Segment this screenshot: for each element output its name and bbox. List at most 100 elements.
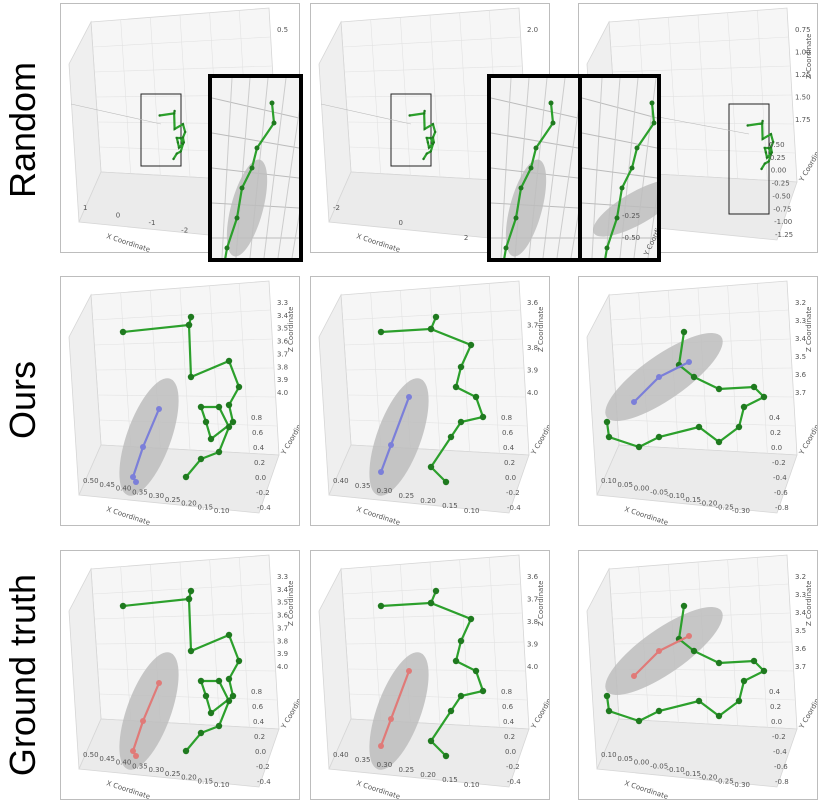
- zoom-grid-line: [582, 167, 657, 179]
- skeleton-joint: [225, 675, 233, 683]
- x-tick-label: 0.40: [333, 477, 349, 485]
- body-joints: [631, 633, 692, 679]
- y-tick-label: 0.6: [252, 429, 264, 437]
- x-tick-label: 0.35: [132, 762, 148, 770]
- x-tick-label: 0.40: [333, 751, 349, 759]
- row-label-ground-truth: Ground truth: [0, 545, 46, 805]
- zoom-svg: [491, 78, 578, 258]
- skeleton-joint: [740, 677, 748, 685]
- tiny-skeleton-joint: [429, 150, 432, 153]
- skeleton-joint: [750, 383, 758, 391]
- tiny-skeleton-joint: [172, 157, 175, 161]
- skeleton-joint: [187, 313, 195, 321]
- y-axis-label: Y Coordinate: [797, 140, 817, 184]
- x-tick-label: -0.15: [683, 496, 701, 504]
- body-joints-joint: [133, 479, 139, 485]
- zoom-skeleton-joint: [249, 165, 255, 171]
- skeleton-joint: [452, 383, 460, 391]
- zoom-grid-line: [277, 109, 299, 258]
- zoom-skeleton-joint: [239, 185, 245, 191]
- y-tick-label: 0.2: [770, 429, 781, 437]
- tiny-skeleton-joint: [177, 146, 181, 149]
- x-tick-label: 0.00: [634, 759, 650, 767]
- skeleton-joint: [467, 615, 475, 623]
- z-tick-label: 3.2: [795, 299, 806, 307]
- tiny-skeleton: [746, 119, 775, 171]
- zoom-skeleton-joint: [503, 245, 509, 251]
- zoom-grid-line: [212, 97, 299, 119]
- y-tick-label: 0.6: [252, 703, 264, 711]
- zoom-skeleton-joint: [614, 215, 620, 221]
- y-tick-label: -0.4: [257, 778, 271, 786]
- x-tick-label: -0.15: [683, 770, 701, 778]
- y-tick-label: 0.25: [770, 154, 786, 162]
- zoom-skeleton-joint: [550, 120, 556, 126]
- skeleton-joint: [635, 443, 643, 451]
- row-label-ground-truth-text: Ground truth: [2, 573, 43, 777]
- skeleton-joint: [750, 657, 758, 665]
- x-axis-label: X Coordinate: [105, 232, 151, 252]
- body-joints: [378, 668, 412, 749]
- skeleton-joint: [187, 587, 195, 595]
- x-tick-label: 0.45: [99, 481, 115, 489]
- y-axis-label: Y Coordinate: [797, 413, 817, 457]
- x-tick-label: 0.20: [420, 497, 436, 505]
- plot-svg: 0.10 0.05 0.00 -0.05-0.10-0.15-0.20-0.25-0.…: [586, 554, 817, 799]
- tiny-skeleton-joint: [764, 151, 768, 154]
- skeleton-joint: [202, 418, 210, 426]
- body-ellipse: [226, 159, 268, 257]
- y-tick-label: 0.8: [501, 414, 512, 422]
- x-tick-label: -0.05: [650, 488, 668, 496]
- x-tick-label: 0.05: [617, 481, 633, 489]
- zoom-skeleton-joint: [518, 185, 524, 191]
- z-axis-label: Z Coordinate: [537, 581, 545, 626]
- zoom-skeleton-bones: [224, 102, 276, 258]
- y-axis-label: Y Coordinate: [529, 687, 549, 731]
- skeleton-joint: [695, 697, 703, 705]
- skeleton-joint: [197, 403, 205, 411]
- z-tick-label: 4.0: [527, 389, 538, 397]
- x-axis-label: X Coordinate: [355, 505, 401, 525]
- body-joints-joint: [686, 359, 692, 365]
- y-axis-label: Y Coordinate: [279, 687, 299, 731]
- skeleton-joint: [225, 697, 233, 705]
- skeleton-joint: [457, 637, 465, 645]
- y-tick-label: 0.8: [251, 414, 262, 422]
- tiny-skeleton-joint: [769, 133, 773, 136]
- zoom-grid-line: [556, 109, 578, 258]
- tiny-skeleton-joint: [427, 146, 431, 149]
- skeleton-joint: [603, 418, 611, 426]
- skeleton-joint: [215, 677, 223, 685]
- z-tick-label: 3.9: [277, 650, 288, 658]
- skeleton-joint: [655, 433, 663, 441]
- y-tick-label: 0.4: [769, 688, 781, 696]
- skeleton-joint: [690, 647, 698, 655]
- y-tick-label: 0.2: [254, 733, 265, 741]
- x-tick-label: 0.25: [398, 766, 414, 774]
- zoom-skeleton: [604, 100, 657, 258]
- body-joints-joint: [656, 648, 662, 654]
- y-tick-label: 0.0: [255, 748, 266, 756]
- zoom-skeleton-bones: [604, 102, 656, 258]
- tiny-skeleton-joint: [763, 146, 766, 150]
- x-tick-label: 0.30: [377, 761, 393, 769]
- y-tick-label: -0.4: [257, 504, 271, 512]
- x-tick-label: 0: [398, 219, 402, 227]
- skeleton-joint: [225, 423, 233, 431]
- tiny-skeleton-joint: [158, 114, 161, 117]
- body-ellipse: [505, 159, 547, 257]
- zoom-grid-line: [263, 78, 287, 258]
- y-tick-label: 0.2: [254, 459, 265, 467]
- z-tick-label: 3.3: [277, 299, 288, 307]
- z-tick-label: 3.5: [795, 353, 806, 361]
- skeleton: [119, 313, 243, 481]
- tiny-skeleton-joint: [431, 136, 435, 139]
- skeleton-joint: [715, 385, 723, 393]
- y-tick-label: -0.8: [775, 778, 789, 786]
- x-tick-label: 0.20: [420, 771, 436, 779]
- tiny-skeleton-joint: [767, 146, 770, 150]
- y-tick-label: -0.4: [507, 504, 521, 512]
- skeleton-joint: [735, 697, 743, 705]
- body-ellipse: [605, 606, 723, 696]
- y-tick-label: -0.2: [256, 763, 270, 771]
